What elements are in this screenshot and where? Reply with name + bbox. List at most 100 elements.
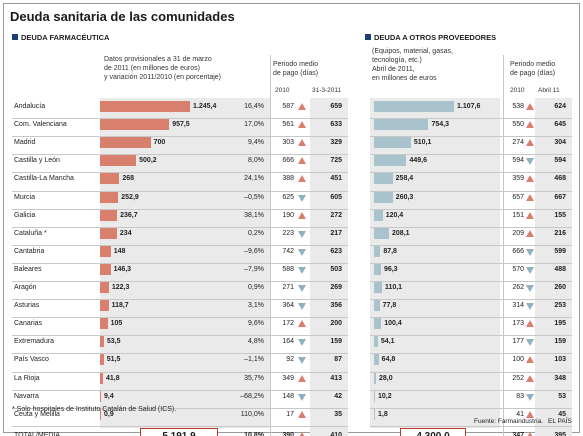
pharma-period-2011: 42 xyxy=(334,392,342,400)
pharma-period-2011: 451 xyxy=(330,175,342,183)
suppliers-trend-down-arrow-icon xyxy=(526,339,534,347)
pharma-bar xyxy=(100,155,137,167)
pharma-period-2011: 200 xyxy=(330,320,342,328)
pharma-bar xyxy=(100,263,111,275)
pharma-change: 38,1% xyxy=(244,211,264,219)
pharma-change: –68,2% xyxy=(240,392,264,400)
pharma-trend-down-arrow-icon xyxy=(298,194,306,202)
suppliers-row-separator xyxy=(370,407,572,409)
source: Fuente: Farmaindustria. xyxy=(474,418,544,425)
pharma-period-2010: 92 xyxy=(286,356,294,364)
pharma-bar-label: 53,5 xyxy=(106,338,121,346)
pharma-period-2010: 172 xyxy=(282,320,294,328)
pharma-bar xyxy=(100,173,120,185)
suppliers-period-2011: 260 xyxy=(554,284,566,291)
pharma-period-2010: 349 xyxy=(282,374,294,382)
suppliers-bar xyxy=(374,408,375,420)
suppliers-col-2011: Abril 11 xyxy=(538,87,560,94)
pharma-change: 3,1% xyxy=(248,302,264,310)
section-title-pharma: DEUDA FARMACÉUTICA xyxy=(12,33,109,42)
suppliers-period-2010: 359 xyxy=(512,175,524,183)
suppliers-trend-down-arrow-icon xyxy=(526,158,534,166)
suppliers-bar-label: 28,0 xyxy=(379,374,393,382)
suppliers-row-separator xyxy=(370,353,572,355)
suppliers-row-separator xyxy=(370,118,572,120)
suppliers-bar-label: 1.107,6 xyxy=(457,103,481,110)
pharma-row-separator xyxy=(12,244,348,246)
pharma-row-name: Navarra xyxy=(14,392,39,400)
frame xyxy=(3,3,580,433)
pharma-bar-label: 500,2 xyxy=(139,157,157,165)
pharma-bar xyxy=(100,101,190,112)
suppliers-period-2010: 100 xyxy=(512,356,524,364)
pharma-row-name: Com. Valenciana xyxy=(14,121,67,129)
suppliers-period-2011: 624 xyxy=(554,103,566,110)
pharma-bar-label: 1.245,4 xyxy=(193,103,217,110)
pharma-row-name: Cantabria xyxy=(14,247,45,255)
suppliers-row-separator xyxy=(370,208,572,210)
suppliers-bar-label: 260,3 xyxy=(395,193,414,201)
suppliers-period-2011: 253 xyxy=(554,302,566,310)
pharma-change: –0,5% xyxy=(244,193,264,201)
pharma-change: –7,9% xyxy=(244,265,264,273)
suppliers-bar xyxy=(374,336,378,348)
pharma-row-separator xyxy=(12,281,348,282)
pharma-bar xyxy=(100,137,151,149)
pharma-trend-up-arrow-icon xyxy=(298,103,306,110)
pharma-row-name: País Vasco xyxy=(14,356,49,364)
pharma-row-separator xyxy=(12,154,348,156)
pharma-row-name: La Rioja xyxy=(14,374,40,382)
suppliers-period-2011: 103 xyxy=(554,356,566,364)
pharma-row-separator xyxy=(12,317,348,319)
pharma-period-2011: 605 xyxy=(330,193,342,201)
suppliers-bar-label: 54,1 xyxy=(380,338,395,346)
suppliers-row-separator xyxy=(370,335,572,337)
suppliers-period-2010: 177 xyxy=(512,338,524,346)
pharma-bar-label: 234 xyxy=(119,229,132,237)
pharma-bar xyxy=(100,209,118,221)
suppliers-bar xyxy=(374,318,382,330)
suppliers-trend-up-arrow-icon xyxy=(526,410,534,418)
pharma-bar-label: 118,7 xyxy=(111,302,129,310)
pharma-period-2010: 364 xyxy=(282,302,294,310)
suppliers-period-2011: 216 xyxy=(554,229,566,237)
suppliers-row-separator xyxy=(370,317,572,319)
pharma-bar-label: 122,3 xyxy=(111,284,130,291)
pharma-period-2010: 17 xyxy=(286,410,294,418)
suppliers-period-2010: 173 xyxy=(512,320,524,328)
pharma-trend-up-arrow-icon xyxy=(298,175,306,183)
pharma-row-name: Asturias xyxy=(14,302,40,310)
suppliers-period-2010: 570 xyxy=(512,265,524,273)
pharma-row-separator xyxy=(12,425,348,427)
pharma-bar xyxy=(100,119,170,131)
pharma-row-separator xyxy=(12,208,348,210)
suppliers-bar xyxy=(374,390,375,402)
suppliers-total-2011: 395 xyxy=(554,431,566,436)
suppliers-row-separator xyxy=(370,226,572,228)
suppliers-period-2010: 550 xyxy=(512,121,524,129)
pharma-trend-down-arrow-icon xyxy=(298,357,306,365)
pharma-row-separator xyxy=(12,226,348,228)
suppliers-row-separator xyxy=(370,244,572,246)
pharma-trend-down-arrow-icon xyxy=(298,339,306,347)
pharma-period-2011: 159 xyxy=(330,338,342,346)
suppliers-period-2010: 666 xyxy=(512,247,524,255)
pharma-bar-label: 148 xyxy=(113,247,126,255)
pharma-bar xyxy=(100,191,119,203)
pharma-bar xyxy=(100,245,111,257)
pharma-bar xyxy=(100,318,108,330)
pharma-trend-up-arrow-icon xyxy=(298,374,306,382)
pharma-bar-label: 51,5 xyxy=(106,356,121,364)
section-title-pharma-text: DEUDA FARMACÉUTICA xyxy=(21,33,110,42)
suppliers-period-2011: 155 xyxy=(554,211,566,219)
suppliers-period-2010: 209 xyxy=(512,229,524,237)
suppliers-trend-down-arrow-icon xyxy=(526,266,534,274)
suppliers-row-separator xyxy=(370,299,572,301)
pharma-period-2011: 217 xyxy=(330,229,342,237)
pharma-row-separator xyxy=(12,299,348,301)
pharma-bar xyxy=(100,408,101,420)
suppliers-period-2010: 657 xyxy=(512,193,524,201)
suppliers-bar xyxy=(374,137,411,149)
pharma-bar-label: 9,4 xyxy=(104,392,114,400)
pharma-period-2011: 623 xyxy=(330,247,342,255)
